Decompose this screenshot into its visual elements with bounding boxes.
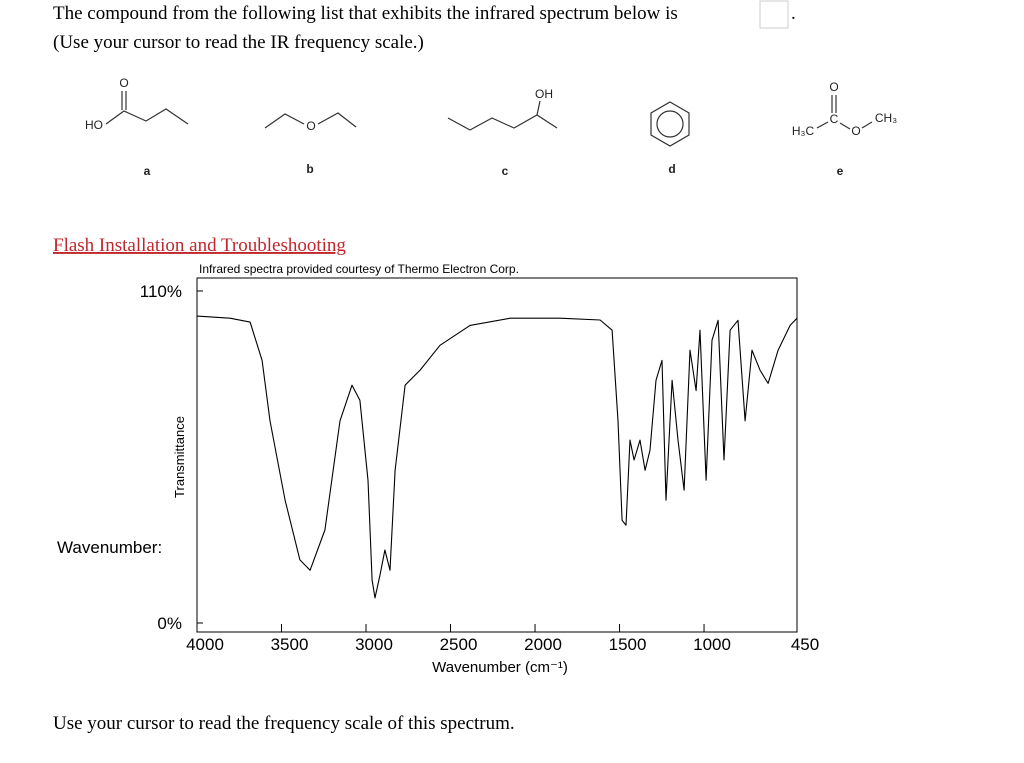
instruction: (Use your cursor to read the IR frequenc… (53, 32, 424, 53)
atom: O (829, 80, 838, 94)
atom: C (830, 112, 839, 126)
x-axis-label: Wavenumber (cm⁻¹) (432, 659, 568, 676)
x-tick-label: 3500 (271, 635, 309, 654)
y-tick-label: 110% (140, 282, 182, 301)
x-tick-label: 3000 (355, 635, 393, 654)
atom: OH (535, 87, 553, 101)
compound-letter: a (144, 164, 151, 178)
atom: CH₃ (875, 111, 897, 125)
atom: O (306, 119, 315, 133)
x-tick-label: 1500 (609, 635, 647, 654)
y-tick-label: 0% (157, 614, 182, 633)
compound-c: OH c (447, 87, 558, 178)
answer-box[interactable] (759, 0, 789, 29)
bond (105, 108, 189, 125)
question-text: The compound from the following list tha… (53, 3, 678, 24)
bond (264, 113, 305, 129)
footer-text: Use your cursor to read the frequency sc… (53, 713, 515, 734)
chart-subtitle: Infrared spectra provided courtesy of Th… (199, 262, 519, 276)
spectrum-line (196, 315, 798, 599)
bond (861, 121, 873, 129)
x-tick-label: 4000 (186, 635, 224, 654)
atom: HO (85, 118, 103, 132)
ring-circle (656, 110, 684, 138)
bond (839, 122, 851, 130)
compound-b: O b (264, 112, 357, 176)
bond (816, 121, 829, 129)
x-tick-label: 1000 (693, 635, 731, 654)
compound-a: HO O a (85, 76, 189, 178)
question-end: . (791, 3, 796, 24)
y-axis-label: Transmittance (172, 416, 187, 498)
compound-e: H₃C C O O CH₃ e (792, 80, 897, 178)
x-tick-label: 2000 (524, 635, 562, 654)
ring (650, 101, 690, 147)
atom: H₃C (792, 124, 815, 138)
compound-letter: c (502, 164, 509, 178)
atom: O (851, 124, 860, 138)
bond (447, 114, 558, 131)
help-link[interactable]: Flash Installation and Troubleshooting (53, 235, 346, 256)
compound-letter: b (306, 162, 313, 176)
compound-d: d (650, 101, 690, 176)
plot-frame (196, 277, 798, 633)
bond (317, 112, 357, 128)
annotation: Wavenumber: (57, 538, 162, 557)
compound-letter: d (668, 162, 675, 176)
compound-letter: e (837, 164, 844, 178)
x-tick-label: 2500 (440, 635, 478, 654)
bond (536, 100, 541, 116)
atom: O (119, 76, 128, 90)
x-tick-label: 450 (791, 635, 819, 654)
